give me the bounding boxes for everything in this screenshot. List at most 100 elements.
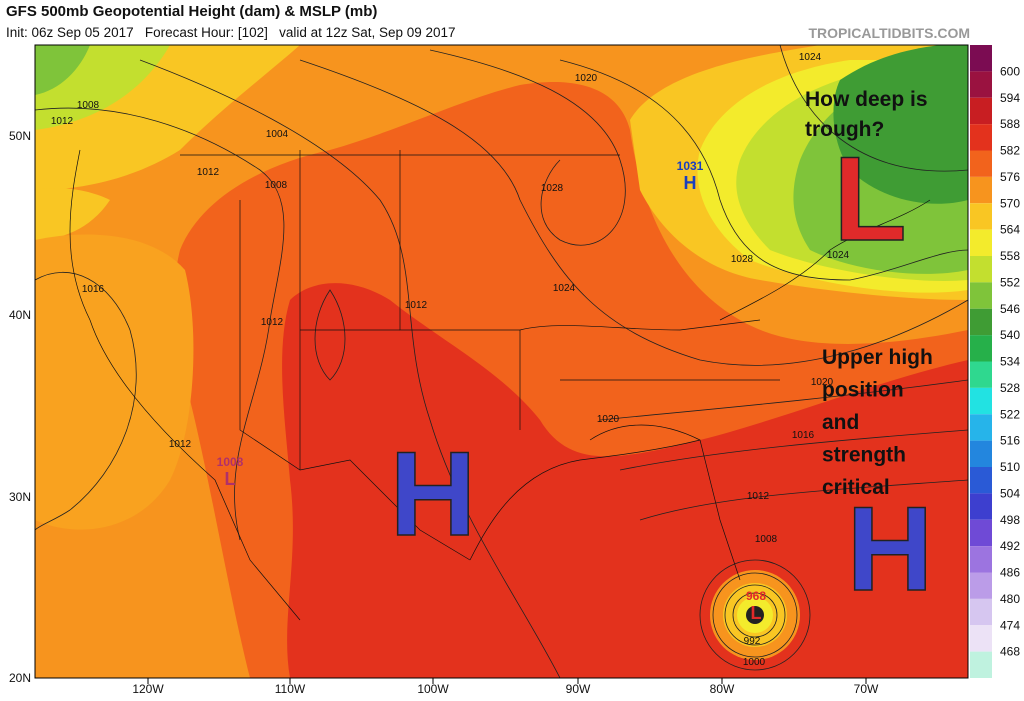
latitude-label: 20N (9, 671, 31, 685)
isobar-label: 1020 (597, 414, 620, 425)
annotation-line: and (822, 411, 859, 434)
isobar-label: 1012 (405, 300, 428, 311)
colorbar-label: 534 (1000, 355, 1020, 369)
isobar-label: 1016 (82, 284, 105, 295)
isobar-label: 1000 (743, 657, 766, 668)
colorbar-swatch (970, 229, 992, 256)
colorbar-label: 582 (1000, 144, 1020, 158)
colorbar-swatch (970, 150, 992, 177)
isobar-label: 1012 (261, 317, 284, 328)
pressure-center-value: 968 (746, 589, 766, 603)
colorbar-label: 570 (1000, 196, 1020, 210)
isobars (35, 45, 968, 678)
colorbar-label: 504 (1000, 486, 1020, 500)
colorbar-label: 522 (1000, 407, 1020, 421)
colorbar-label: 528 (1000, 381, 1020, 395)
annotation-line: Upper high (822, 346, 933, 369)
isobar-label: 1012 (747, 491, 770, 502)
pressure-center-letter: L (225, 469, 236, 489)
high-letter: H (390, 427, 477, 561)
colorbar-label: 486 (1000, 566, 1020, 580)
longitude-label: 100W (417, 682, 449, 696)
colorbar-swatch (970, 124, 992, 151)
overlays: 600 594 588 582 576 570 564 558 552 546 540 534 528 5… (9, 45, 1020, 696)
longitude-label: 120W (132, 682, 164, 696)
colorbar-label: 492 (1000, 539, 1020, 553)
longitude-label: 70W (854, 682, 879, 696)
colorbar-swatch (970, 387, 992, 415)
colorbar-label: 588 (1000, 117, 1020, 131)
colorbar-label: 540 (1000, 328, 1020, 342)
colorbar-swatch (970, 651, 992, 678)
title: GFS 500mb Geopotential Height (dam) & MS… (6, 3, 377, 20)
colorbar-swatch (970, 467, 992, 494)
colorbar-swatch (970, 625, 992, 652)
colorbar-label: 480 (1000, 592, 1020, 606)
colorbar-label: 546 (1000, 302, 1020, 316)
colorbar-label: 498 (1000, 513, 1020, 527)
colorbar-swatch (970, 308, 992, 336)
longitude-label: 90W (566, 682, 591, 696)
pressure-center-value: 1031 (677, 159, 704, 173)
trough-letter: L (833, 132, 906, 266)
isobar-label: 1020 (811, 377, 834, 388)
isobar-label: 1028 (731, 254, 754, 265)
colorbar-label: 552 (1000, 275, 1020, 289)
colorbar-label: 594 (1000, 91, 1020, 105)
map-frame (34, 44, 969, 679)
map-area (35, 45, 968, 678)
colorbar-label: 564 (1000, 223, 1020, 237)
colorbar-swatch (970, 546, 992, 573)
latitude-label: 50N (9, 129, 31, 143)
annotation-line: trough? (805, 118, 884, 141)
annotation-line: strength (822, 444, 906, 467)
isobar-label: 1012 (197, 167, 220, 178)
colorbar-swatch (970, 414, 992, 441)
isobar-label: 1024 (827, 250, 850, 261)
colorbar-swatch (970, 256, 992, 283)
isobar-label: 1004 (266, 129, 289, 140)
pressure-center-letter: H (684, 173, 697, 193)
isobar-label: 1024 (553, 283, 576, 294)
site-credit: TROPICALTIDBITS.COM (808, 25, 970, 41)
colorbar-label: 468 (1000, 645, 1020, 659)
colorbar-swatch (970, 598, 992, 626)
isobar-label: 1008 (77, 100, 100, 111)
isobar-label: 1012 (169, 439, 192, 450)
colorbar-label: 558 (1000, 249, 1020, 263)
latitude-label: 40N (9, 308, 31, 322)
colorbar-swatch (970, 493, 992, 520)
annotation-line: critical (822, 476, 890, 499)
isobar-label: 1008 (755, 534, 778, 545)
isobar-label: 1028 (541, 183, 564, 194)
colorbar-label: 510 (1000, 460, 1020, 474)
colorbar-label: 516 (1000, 434, 1020, 448)
colorbar-label: 474 (1000, 618, 1020, 632)
high-letter: H (847, 482, 934, 616)
latitude-label: 30N (9, 490, 31, 504)
colorbar-swatch (970, 71, 992, 98)
annotation-line: How deep is (805, 88, 928, 111)
isobar-label: 1008 (265, 180, 288, 191)
colorbar-swatch (970, 572, 992, 599)
longitude-label: 80W (710, 682, 735, 696)
longitude-label: 110W (275, 682, 306, 696)
colorbar-label: 576 (1000, 170, 1020, 184)
isobar-label: 1020 (575, 73, 598, 84)
colorbar-swatch (970, 519, 992, 547)
isobar-label: 1024 (799, 52, 822, 63)
isobar-label: 1012 (51, 116, 74, 127)
colorbar-swatch (970, 440, 992, 467)
colorbar-swatch (970, 203, 992, 230)
colorbar-swatch (970, 282, 992, 309)
colorbar-swatch (970, 97, 992, 125)
pressure-center-value: 1008 (217, 455, 244, 469)
colorbar-top-swatch (970, 45, 992, 72)
subtitle: Init: 06z Sep 05 2017 Forecast Hour: [10… (6, 25, 456, 40)
isobar-label: 1016 (792, 430, 815, 441)
colorbar-swatch (970, 176, 992, 204)
colorbar-label: 600 (1000, 64, 1020, 78)
colorbar-swatch (970, 361, 992, 388)
political-borders (69, 149, 931, 621)
